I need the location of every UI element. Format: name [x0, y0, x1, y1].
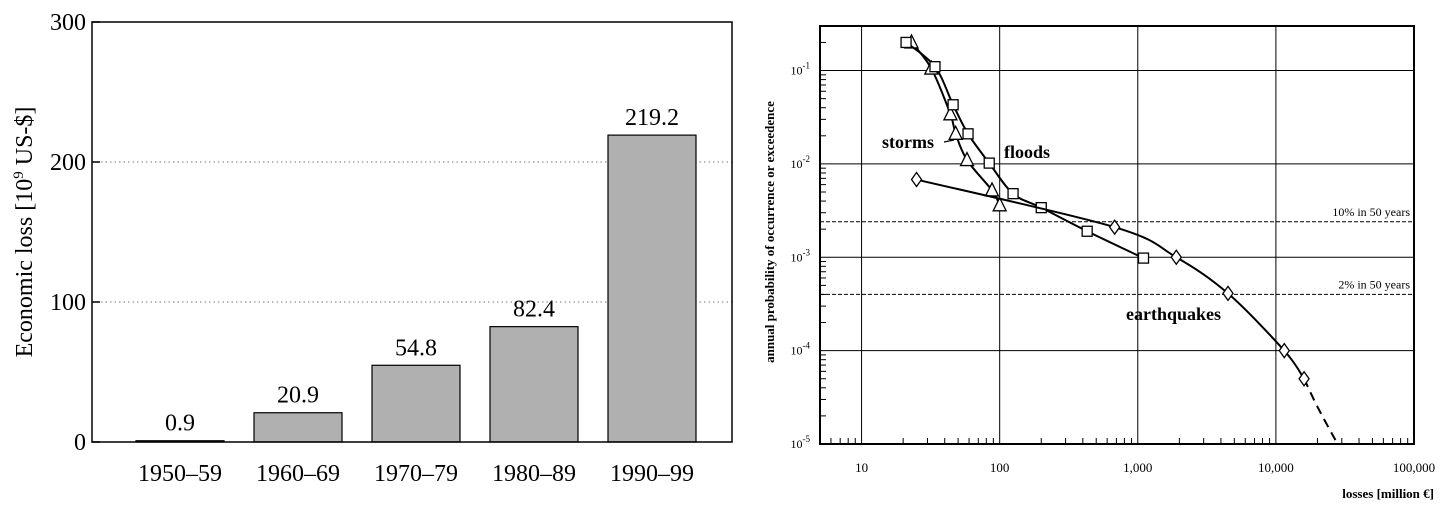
bar-value-label: 54.8	[395, 335, 437, 361]
bar-xtick-label: 1970–79	[374, 461, 458, 487]
earthquakes-dashed-extension	[1303, 378, 1337, 441]
bar	[489, 326, 579, 443]
bar-xtick-labels: 1950–59 1960–69 1970–79 1980–89 1990–99	[138, 461, 694, 487]
exceedance-chart: 10% in 50 years 2% in 50 years 10 100 1,000…	[762, 25, 1435, 501]
bar-xtick-label: 1980–89	[492, 461, 576, 487]
log-xtick-label: 100,000	[1393, 460, 1435, 475]
floods-marker	[1007, 188, 1019, 200]
bar-ytick-label: 200	[50, 150, 86, 176]
log-xtick-label: 10,000	[1258, 460, 1294, 475]
log-ytick-label: 10-2	[791, 154, 811, 171]
earthquakes-marker	[1222, 285, 1234, 302]
series-label-storms: storms	[882, 132, 934, 152]
log-xtick-label: 10	[855, 460, 868, 475]
log-ytick-label: 10-1	[791, 61, 811, 78]
storms-marker	[942, 105, 958, 121]
log-gridlines	[820, 26, 1414, 444]
earthquakes-marker	[1170, 249, 1183, 266]
floods-marker	[947, 99, 959, 111]
reference-line-label: 10% in 50 years	[1332, 205, 1410, 219]
log-series	[900, 33, 1337, 441]
reference-lines: 10% in 50 years 2% in 50 years	[820, 205, 1414, 295]
earthquakes-marker	[1108, 219, 1121, 236]
bar	[371, 364, 461, 443]
series-earthquakes	[910, 171, 1337, 441]
log-ytick-label: 10-5	[791, 434, 811, 451]
bar-ytick-label: 0	[74, 430, 86, 456]
series-storms	[903, 33, 1008, 212]
storms-marker	[959, 151, 975, 167]
storms-marker	[992, 196, 1008, 212]
bar-value-label: 82.4	[513, 297, 555, 323]
floods-marker	[962, 128, 974, 140]
bar-xtick-label: 1960–69	[256, 461, 340, 487]
bar-xtick-label: 1950–59	[138, 461, 222, 487]
earthquakes-marker	[1278, 342, 1291, 359]
bar-gridlines	[92, 161, 732, 303]
floods-marker	[900, 36, 912, 49]
storms-marker	[948, 124, 964, 140]
floods-marker	[983, 157, 995, 169]
log-ytick-label: 10-4	[791, 341, 811, 358]
bar-value-label: 0.9	[165, 411, 195, 437]
bar-value-label: 20.9	[277, 383, 319, 409]
bar-ytick-label: 300	[50, 10, 86, 36]
earthquakes-marker	[1298, 370, 1310, 387]
bar-yticks: 0 100 200 300	[50, 10, 100, 456]
log-xtick-label: 1,000	[1123, 460, 1152, 475]
bar-y-axis-label: Economic loss [109 US-$]	[11, 107, 38, 358]
bar-value-labels: 0.9 20.9 54.8 82.4 219.2	[165, 105, 679, 437]
log-y-axis-label: annual probability of occurrence or exce…	[762, 101, 777, 363]
floods-marker	[929, 61, 941, 73]
reference-line-label: 2% in 50 years	[1338, 277, 1410, 291]
log-xtick-label: 100	[990, 460, 1010, 475]
storms-label-leader	[943, 139, 955, 143]
floods-marker	[1137, 252, 1150, 264]
log-ticks: 10 100 1,000 10,000 100,000 10-1 10-2 10-3 10-4 1…	[791, 41, 1435, 475]
bar-plot-frame	[91, 21, 733, 443]
earthquakes-line	[916, 178, 1305, 380]
bar-ytick-label: 100	[50, 290, 86, 316]
bar-xtick-label: 1990–99	[610, 461, 694, 487]
bar-value-label: 219.2	[625, 105, 679, 131]
bar	[253, 412, 343, 443]
bar	[607, 134, 697, 443]
floods-marker	[1081, 225, 1093, 237]
earthquakes-marker	[910, 171, 923, 188]
series-label-earthquakes: earthquakes	[1126, 304, 1221, 324]
log-plot-frame	[819, 25, 1415, 445]
series-label-floods: floods	[1004, 142, 1050, 162]
bar-series	[135, 134, 697, 443]
log-ytick-label: 10-3	[791, 247, 811, 264]
log-x-axis-label: losses [million €]	[1342, 486, 1434, 501]
